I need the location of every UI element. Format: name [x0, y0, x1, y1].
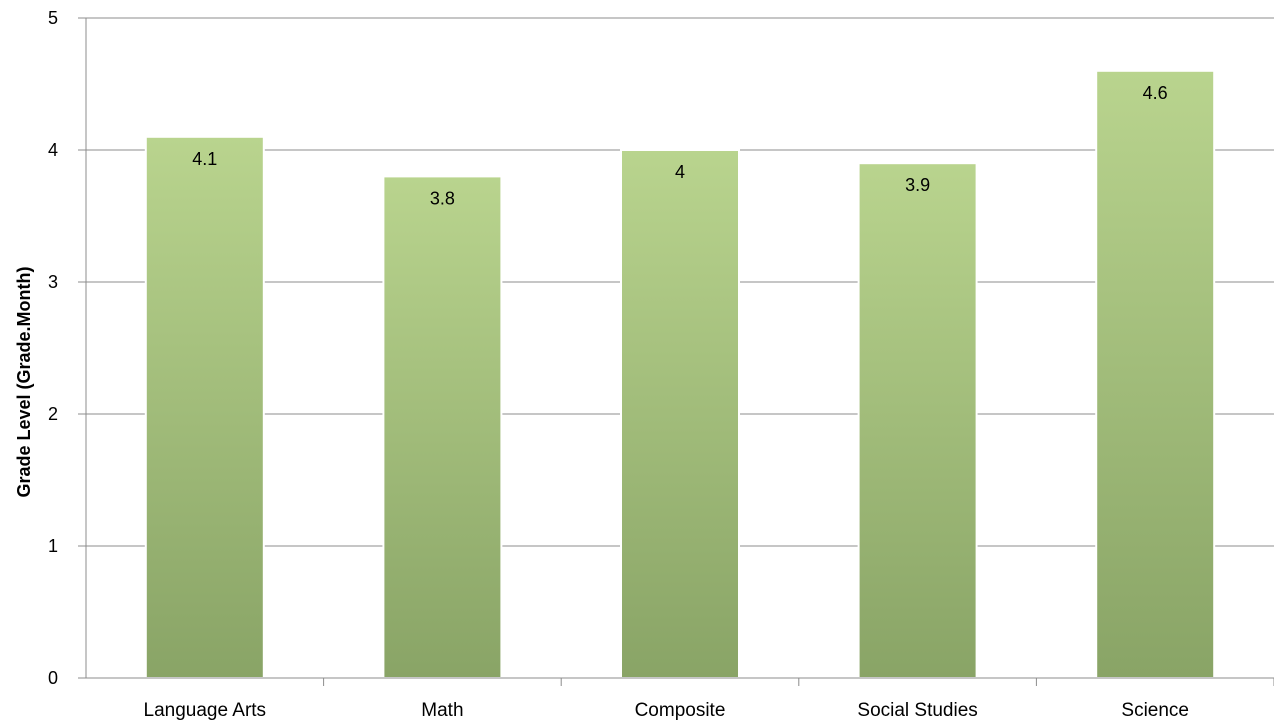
bar — [857, 162, 978, 679]
y-tick-label: 1 — [48, 536, 58, 556]
data-label: 4.6 — [1143, 83, 1168, 103]
y-tick-label: 5 — [48, 8, 58, 28]
category-label: Language Arts — [144, 700, 267, 721]
data-label: 4 — [675, 162, 685, 182]
category-label: Social Studies — [857, 700, 977, 721]
bar — [620, 149, 740, 679]
labels: 0 1 2 3 4 5 4.1 Language Arts 3.8 Math 4 Composite 3… — [48, 8, 1189, 721]
data-label: 3.9 — [905, 175, 930, 195]
category-label: Composite — [635, 700, 726, 721]
bar — [144, 135, 265, 680]
y-tick-label: 4 — [48, 140, 58, 160]
category-label: Math — [421, 700, 463, 721]
bar — [1095, 69, 1216, 680]
axes — [78, 17, 1274, 686]
y-tick-label: 0 — [48, 668, 58, 688]
bar — [382, 175, 503, 679]
category-label: Science — [1121, 700, 1189, 721]
y-tick-label: 2 — [48, 404, 58, 424]
data-label: 4.1 — [192, 149, 217, 169]
y-tick-label: 3 — [48, 272, 58, 292]
y-axis-title: Grade Level (Grade.Month) — [14, 266, 34, 497]
data-label: 3.8 — [430, 188, 455, 208]
bars — [144, 69, 1216, 680]
